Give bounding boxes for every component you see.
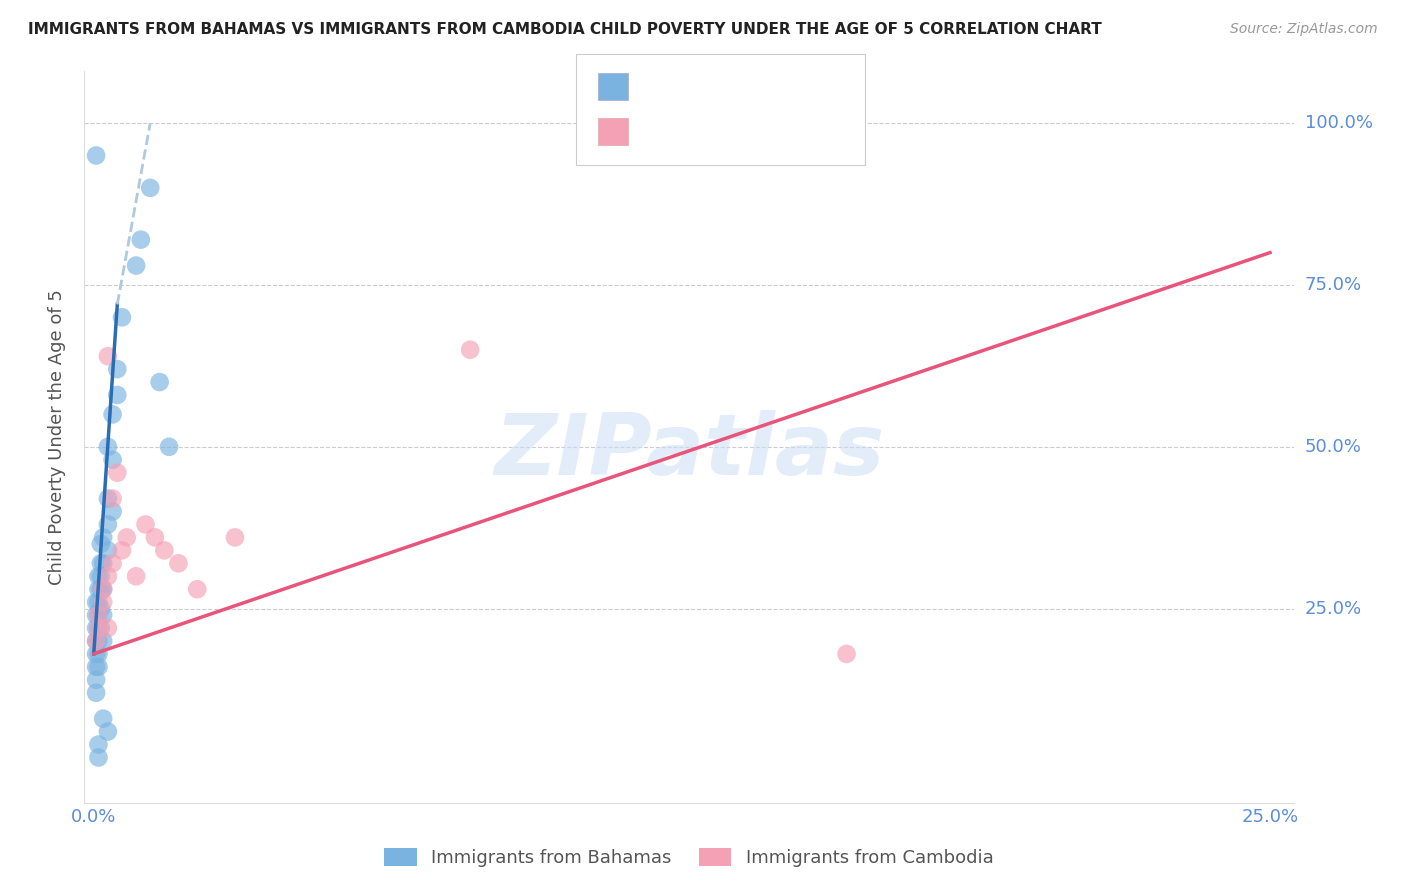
Point bbox=[84, 660, 107, 674]
Point bbox=[125, 259, 148, 273]
Point bbox=[458, 343, 481, 357]
Point bbox=[97, 724, 120, 739]
Point bbox=[224, 530, 246, 544]
Point bbox=[87, 621, 110, 635]
Point bbox=[91, 595, 114, 609]
Y-axis label: Child Poverty Under the Age of 5: Child Poverty Under the Age of 5 bbox=[48, 289, 66, 585]
Point bbox=[91, 582, 114, 597]
Point bbox=[87, 582, 110, 597]
Point bbox=[139, 181, 162, 195]
Point bbox=[97, 491, 120, 506]
Point bbox=[84, 673, 107, 687]
Point bbox=[87, 608, 110, 623]
Point bbox=[91, 582, 114, 597]
Point bbox=[115, 530, 138, 544]
Point bbox=[84, 595, 107, 609]
Point bbox=[91, 608, 114, 623]
Point bbox=[84, 634, 107, 648]
Point bbox=[105, 466, 128, 480]
Point bbox=[105, 362, 128, 376]
Point bbox=[167, 557, 190, 571]
Point bbox=[87, 750, 110, 764]
Text: R = 0.682: R = 0.682 bbox=[643, 120, 741, 139]
Text: 100.0%: 100.0% bbox=[1305, 114, 1372, 132]
Text: 75.0%: 75.0% bbox=[1305, 276, 1362, 294]
Point bbox=[90, 582, 112, 597]
Point bbox=[101, 557, 124, 571]
Point bbox=[90, 601, 112, 615]
Point bbox=[97, 440, 120, 454]
Point bbox=[87, 738, 110, 752]
Point bbox=[97, 621, 120, 635]
Point bbox=[87, 621, 110, 635]
Point bbox=[835, 647, 858, 661]
Point bbox=[87, 634, 110, 648]
Text: ZIPatlas: ZIPatlas bbox=[494, 410, 884, 493]
Point bbox=[91, 557, 114, 571]
Point bbox=[135, 517, 157, 532]
Text: N = 22: N = 22 bbox=[748, 120, 817, 139]
Point bbox=[111, 543, 134, 558]
Text: 50.0%: 50.0% bbox=[1305, 438, 1361, 456]
Point bbox=[157, 440, 180, 454]
Point bbox=[101, 491, 124, 506]
Point bbox=[84, 686, 107, 700]
Text: N = 47: N = 47 bbox=[748, 75, 817, 95]
Point bbox=[97, 543, 120, 558]
Point bbox=[97, 517, 120, 532]
Point bbox=[101, 408, 124, 422]
Legend: Immigrants from Bahamas, Immigrants from Cambodia: Immigrants from Bahamas, Immigrants from… bbox=[377, 840, 1001, 874]
Point bbox=[149, 375, 172, 389]
Point bbox=[87, 660, 110, 674]
Text: IMMIGRANTS FROM BAHAMAS VS IMMIGRANTS FROM CAMBODIA CHILD POVERTY UNDER THE AGE : IMMIGRANTS FROM BAHAMAS VS IMMIGRANTS FR… bbox=[28, 22, 1102, 37]
Point bbox=[84, 647, 107, 661]
Point bbox=[87, 608, 110, 623]
Point bbox=[90, 557, 112, 571]
Point bbox=[84, 634, 107, 648]
Point bbox=[97, 569, 120, 583]
Point bbox=[84, 608, 107, 623]
Point bbox=[90, 569, 112, 583]
Point bbox=[90, 537, 112, 551]
Point bbox=[87, 595, 110, 609]
Point bbox=[186, 582, 208, 597]
Point bbox=[90, 621, 112, 635]
Point bbox=[84, 621, 107, 635]
Point bbox=[111, 310, 134, 325]
Point bbox=[97, 349, 120, 363]
Text: R = 0.590: R = 0.590 bbox=[643, 75, 741, 95]
Point bbox=[101, 452, 124, 467]
Point bbox=[101, 504, 124, 518]
Point bbox=[91, 634, 114, 648]
Point bbox=[84, 148, 107, 162]
Point bbox=[153, 543, 176, 558]
Point bbox=[129, 233, 152, 247]
Text: 25.0%: 25.0% bbox=[1305, 599, 1362, 617]
Point bbox=[87, 569, 110, 583]
Text: Source: ZipAtlas.com: Source: ZipAtlas.com bbox=[1230, 22, 1378, 37]
Point bbox=[91, 712, 114, 726]
Point bbox=[91, 530, 114, 544]
Point bbox=[125, 569, 148, 583]
Point bbox=[105, 388, 128, 402]
Point bbox=[87, 647, 110, 661]
Point bbox=[143, 530, 166, 544]
